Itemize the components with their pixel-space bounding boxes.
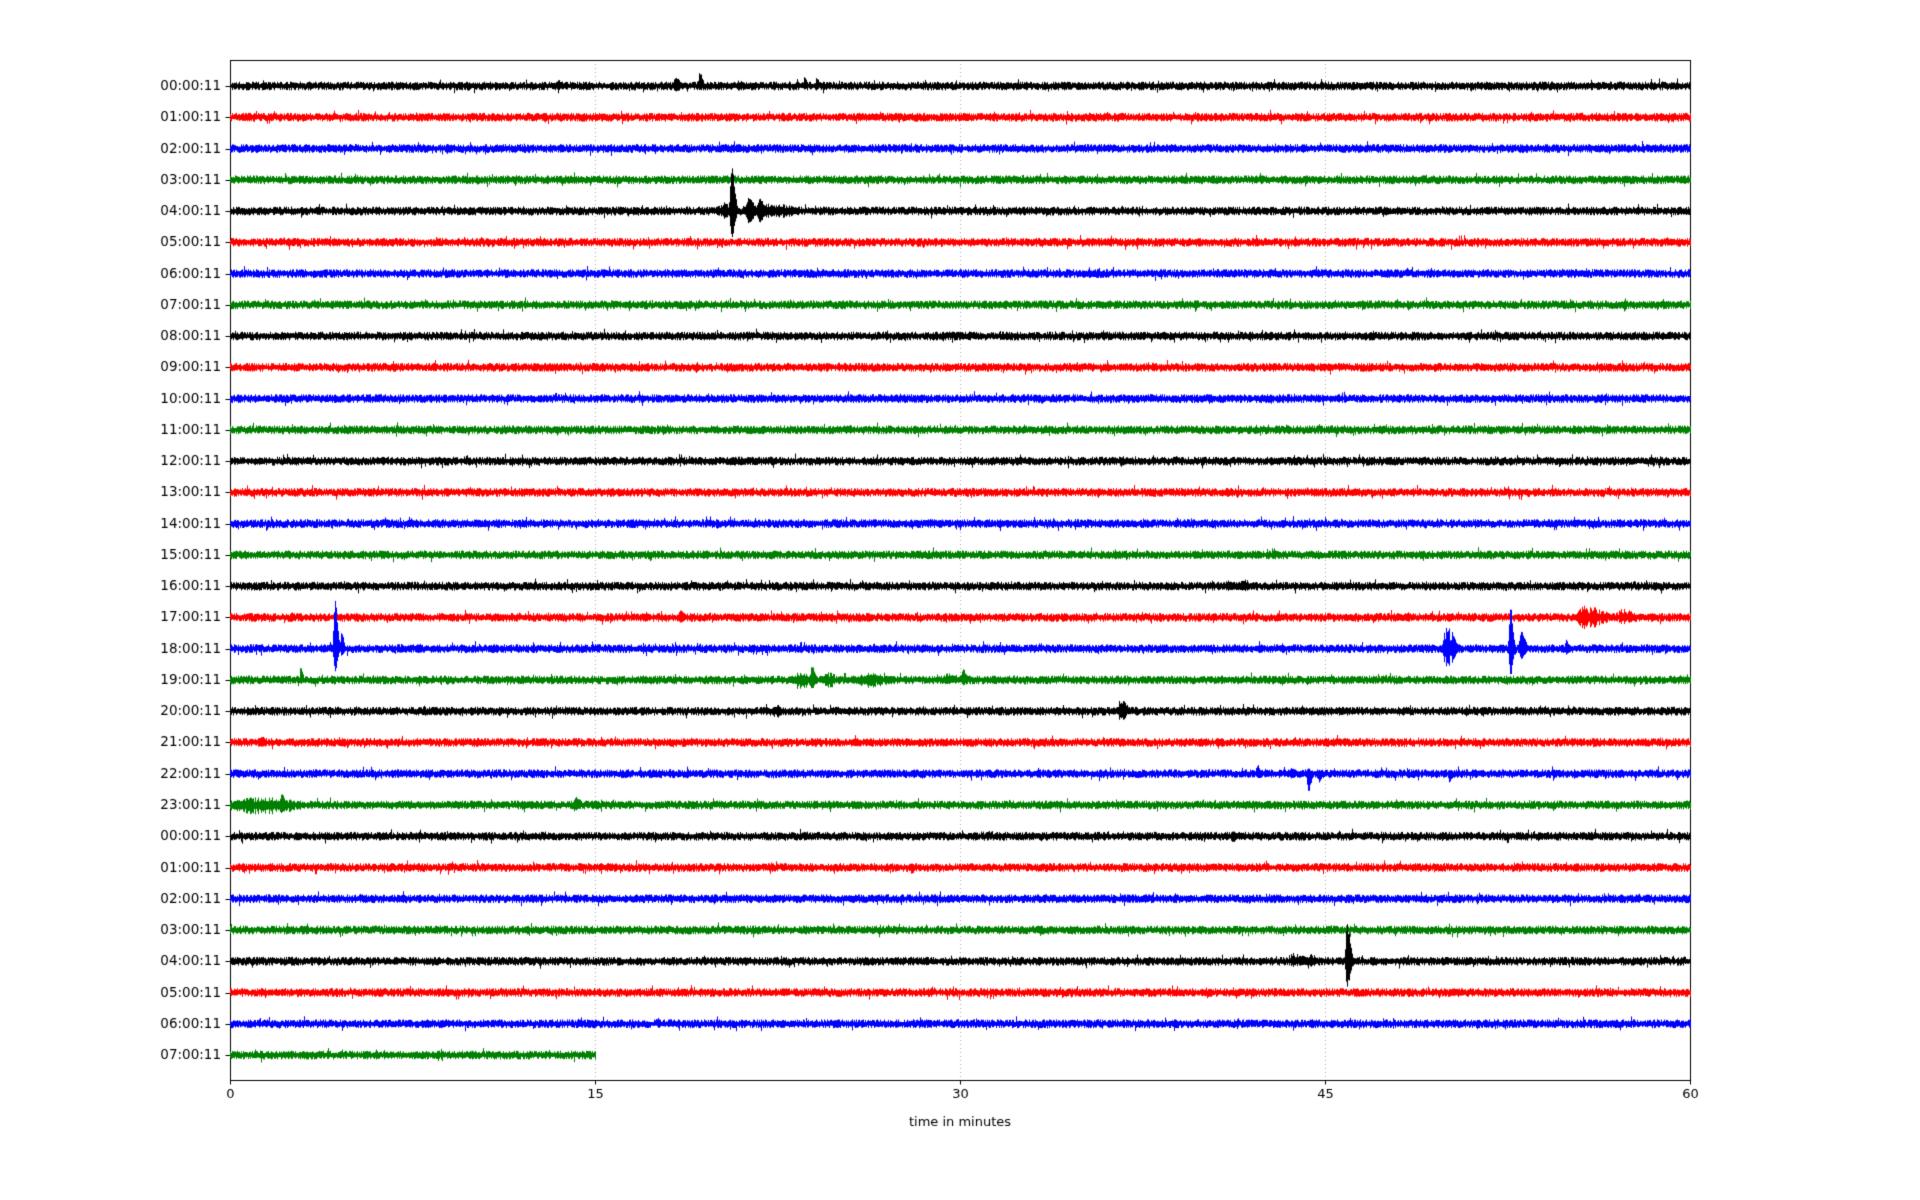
- helicorder-page: US.EDHPI.00.BHZ: [0, 0, 1920, 1200]
- seismogram-plot-canvas: [0, 0, 1920, 1200]
